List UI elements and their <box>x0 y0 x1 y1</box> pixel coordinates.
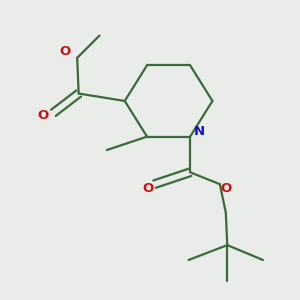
Text: O: O <box>142 182 153 195</box>
Text: O: O <box>38 109 49 122</box>
Text: O: O <box>60 45 71 58</box>
Text: N: N <box>194 125 205 138</box>
Text: O: O <box>220 182 231 195</box>
